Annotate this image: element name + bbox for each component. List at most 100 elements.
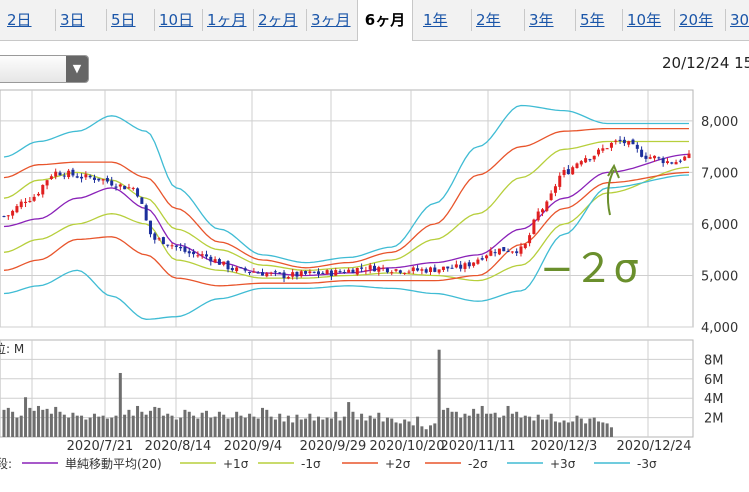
- tab-11[interactable]: 5年: [580, 11, 605, 29]
- candle-body: [187, 251, 191, 254]
- candle-body: [549, 193, 553, 201]
- candle-body: [41, 184, 45, 195]
- candle-body: [575, 163, 579, 168]
- volume-bar: [19, 415, 23, 437]
- chart-legend: 段: 単純移動平均(20) +1σ -1σ +2σ -2σ +3σ -3σ: [0, 456, 657, 471]
- triangle-down-icon[interactable]: ▼: [66, 56, 88, 82]
- volume-bar: [532, 420, 536, 437]
- tab-3[interactable]: 10日: [159, 11, 194, 29]
- tab-12[interactable]: 10年: [627, 11, 662, 29]
- volume-bar: [131, 415, 135, 437]
- tab-separator: [306, 9, 307, 31]
- volume-bar: [398, 423, 402, 437]
- tab-14[interactable]: 30: [730, 11, 749, 29]
- candle-body: [11, 210, 15, 216]
- volume-tick-label: 8M: [704, 353, 724, 368]
- price-y-axis: 8,000 7,000 6,000 5,000 4,000: [701, 115, 738, 336]
- volume-bar: [558, 422, 562, 437]
- candle-body: [592, 155, 596, 160]
- indicator-dropdown[interactable]: ▼: [0, 55, 89, 83]
- annotation-label: −２σ: [540, 246, 639, 292]
- candle-body: [683, 156, 687, 161]
- candle-body: [153, 233, 157, 240]
- volume-bar: [454, 411, 458, 437]
- tab-10[interactable]: 3年: [529, 11, 554, 29]
- candle-body: [252, 271, 256, 273]
- volume-bar: [373, 418, 377, 437]
- tab-2[interactable]: 5日: [111, 11, 136, 29]
- volume-bar: [411, 425, 415, 437]
- tab-0[interactable]: 2日: [7, 11, 32, 29]
- candle-body: [19, 201, 23, 208]
- candle-body: [640, 149, 644, 157]
- candle-body: [196, 255, 200, 257]
- volume-bar: [592, 417, 596, 437]
- candle-body: [614, 140, 618, 142]
- tab-13[interactable]: 20年: [679, 11, 714, 29]
- volume-bar: [282, 421, 286, 437]
- tab-8[interactable]: 1年: [423, 11, 448, 29]
- tab-1[interactable]: 3日: [60, 11, 85, 29]
- volume-bar: [338, 420, 342, 437]
- candle-body: [489, 250, 493, 256]
- volume-bar: [364, 420, 368, 437]
- candle-body: [157, 238, 161, 240]
- candle-body: [62, 175, 66, 177]
- volume-bar: [446, 407, 450, 437]
- volume-bar: [433, 423, 437, 437]
- volume-bar: [179, 417, 183, 437]
- volume-bar: [416, 416, 420, 437]
- volume-bar: [278, 413, 282, 437]
- tab-6[interactable]: 3ヶ月: [311, 11, 351, 29]
- candle-body: [467, 262, 471, 267]
- volume-bar: [67, 417, 71, 437]
- candle-body: [269, 272, 273, 274]
- candle-body: [390, 272, 394, 274]
- volume-bars: [2, 349, 613, 437]
- candle-body: [183, 246, 187, 252]
- candle-body: [355, 268, 359, 275]
- volume-bar: [148, 410, 152, 437]
- candle-body: [200, 254, 204, 256]
- volume-bar: [394, 422, 398, 437]
- volume-bar: [381, 421, 385, 437]
- candle-body: [653, 155, 657, 159]
- candle-body: [631, 139, 635, 145]
- candle-body: [136, 188, 140, 197]
- candle-body: [605, 148, 609, 150]
- candle-body: [506, 250, 510, 252]
- band-line-6: [3, 174, 690, 320]
- candle-body: [105, 178, 109, 182]
- candle-body: [351, 269, 355, 274]
- volume-bar: [256, 418, 260, 437]
- volume-bar: [75, 415, 79, 437]
- candle-body: [394, 269, 398, 271]
- volume-bar: [291, 422, 295, 437]
- volume-bar: [472, 408, 476, 437]
- volume-bar: [248, 413, 252, 437]
- tab-separator: [202, 9, 203, 31]
- volume-bar: [549, 413, 553, 437]
- volume-bar: [226, 418, 230, 437]
- candle-body: [54, 171, 58, 177]
- candle-body: [342, 271, 346, 273]
- tab-4[interactable]: 1ヶ月: [207, 11, 247, 29]
- volume-bar: [437, 349, 441, 437]
- volume-bar: [273, 419, 277, 437]
- tab-9[interactable]: 2年: [476, 11, 501, 29]
- volume-bar: [463, 413, 467, 437]
- volume-bar: [88, 417, 92, 437]
- volume-bar: [355, 419, 359, 437]
- band-line-3: [3, 127, 689, 269]
- tab-5[interactable]: 2ヶ月: [258, 11, 298, 29]
- tab-7[interactable]: 6ヶ月: [357, 0, 413, 41]
- volume-bar: [260, 407, 264, 437]
- tab-separator: [674, 9, 675, 31]
- date-tick-label: 2020/12/3: [531, 439, 598, 454]
- volume-bar: [528, 416, 532, 437]
- volume-bar: [200, 412, 204, 437]
- candle-body: [515, 251, 519, 254]
- volume-bar: [6, 407, 10, 437]
- candle-body: [67, 170, 71, 178]
- annotation-arrow-head: [607, 163, 620, 179]
